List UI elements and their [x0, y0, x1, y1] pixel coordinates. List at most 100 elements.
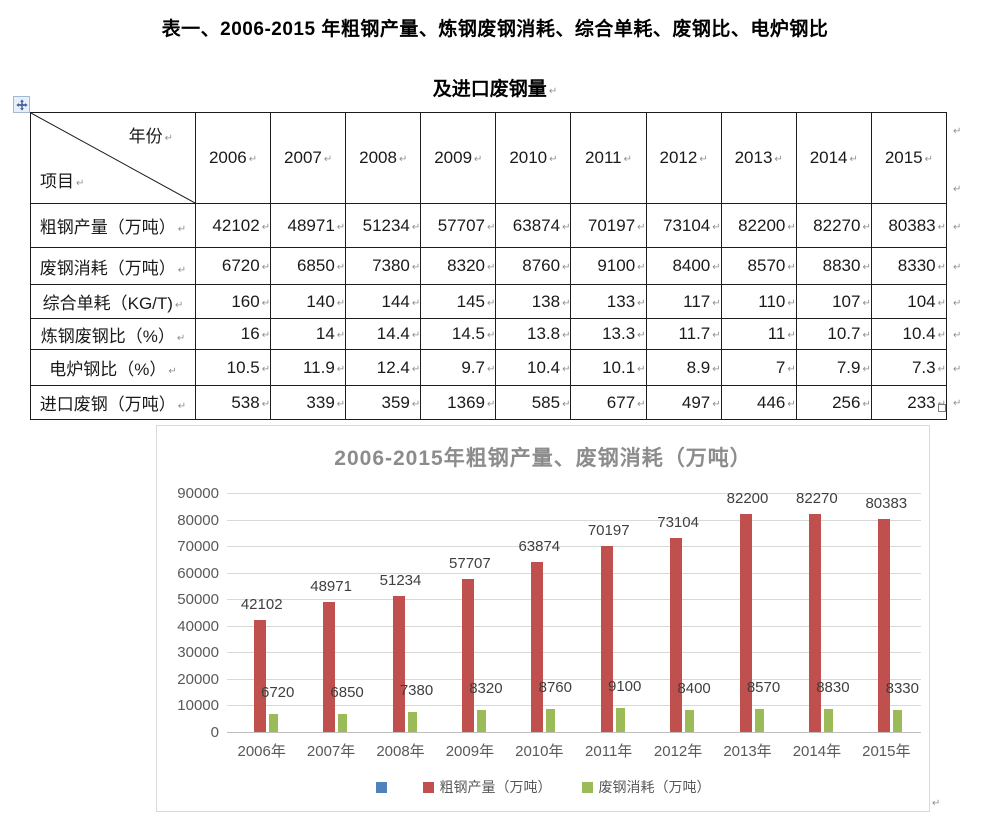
- value-cell[interactable]: 9100 ↵: [570, 247, 647, 285]
- table-move-handle[interactable]: [13, 96, 30, 113]
- bar-crude-steel[interactable]: [808, 513, 821, 732]
- legend-item[interactable]: 粗钢产量（万吨）: [422, 777, 552, 797]
- year-header-cell[interactable]: 2014 ↵: [795, 112, 872, 204]
- bar-crude-steel[interactable]: [461, 578, 474, 732]
- bar-crude-steel[interactable]: [323, 601, 336, 732]
- bar-crude-steel[interactable]: [531, 562, 544, 732]
- value-cell[interactable]: 13.3 ↵: [570, 318, 647, 350]
- year-header-cell[interactable]: 2011 ↵: [570, 112, 647, 204]
- value-cell[interactable]: 80383 ↵: [870, 203, 948, 248]
- value-cell[interactable]: 497 ↵: [645, 385, 722, 420]
- value-cell[interactable]: 8.9 ↵: [645, 349, 722, 386]
- row-label-cell[interactable]: 炼钢废钢比（%） ↵: [30, 318, 196, 350]
- year-header-cell[interactable]: 2013 ↵: [720, 112, 797, 204]
- value-cell[interactable]: 13.8 ↵: [495, 318, 572, 350]
- legend-item[interactable]: [375, 781, 387, 793]
- value-cell[interactable]: 160 ↵: [194, 284, 272, 319]
- value-cell[interactable]: 9.7 ↵: [420, 349, 497, 386]
- value-cell[interactable]: 10.4 ↵: [495, 349, 572, 386]
- value-cell[interactable]: 51234 ↵: [345, 203, 422, 248]
- value-cell[interactable]: 11.7 ↵: [645, 318, 722, 350]
- value-cell[interactable]: 446 ↵: [720, 385, 797, 420]
- value-cell[interactable]: 10.7 ↵: [795, 318, 872, 350]
- value-cell[interactable]: 8760 ↵: [495, 247, 572, 285]
- bar-scrap-consumption[interactable]: [407, 712, 417, 732]
- year-header-cell[interactable]: 2015 ↵: [870, 112, 948, 204]
- value-cell[interactable]: 16 ↵: [194, 318, 272, 350]
- value-cell[interactable]: 133 ↵: [570, 284, 647, 319]
- value-cell[interactable]: 8320 ↵: [420, 247, 497, 285]
- year-header-cell[interactable]: 2007 ↵: [270, 112, 347, 204]
- value-cell[interactable]: 339 ↵: [270, 385, 347, 420]
- value-cell[interactable]: 6720 ↵: [194, 247, 272, 285]
- value-cell[interactable]: 63874 ↵: [495, 203, 572, 248]
- bar-scrap-consumption[interactable]: [546, 708, 556, 732]
- value-cell[interactable]: 256 ↵: [795, 385, 872, 420]
- value-cell[interactable]: 11.9 ↵: [270, 349, 347, 386]
- value-cell[interactable]: 7.9 ↵: [795, 349, 872, 386]
- value-cell[interactable]: 7 ↵: [720, 349, 797, 386]
- value-cell[interactable]: 7.3 ↵: [870, 349, 948, 386]
- bar-crude-steel[interactable]: [739, 513, 752, 732]
- value-cell[interactable]: 233↵: [870, 385, 948, 420]
- bar-crude-steel[interactable]: [253, 620, 266, 732]
- value-cell[interactable]: 8330 ↵: [870, 247, 948, 285]
- row-label-cell[interactable]: 进口废钢（万吨） ↵: [30, 385, 196, 420]
- bar-scrap-consumption[interactable]: [615, 707, 625, 732]
- bar-scrap-consumption[interactable]: [893, 709, 903, 732]
- bar-crude-steel[interactable]: [392, 595, 405, 732]
- value-cell[interactable]: 144 ↵: [345, 284, 422, 319]
- value-cell[interactable]: 14.4 ↵: [345, 318, 422, 350]
- row-label-cell[interactable]: 电炉钢比（%） ↵: [30, 349, 196, 386]
- value-cell[interactable]: 10.5 ↵: [194, 349, 272, 386]
- row-label-cell[interactable]: 粗钢产量（万吨） ↵: [30, 203, 196, 248]
- value-cell[interactable]: 8400 ↵: [645, 247, 722, 285]
- corner-header-cell[interactable]: 年份 ↵ 项目 ↵: [30, 112, 196, 204]
- year-header-cell[interactable]: 2012 ↵: [645, 112, 722, 204]
- value-cell[interactable]: 57707 ↵: [420, 203, 497, 248]
- value-cell[interactable]: 110 ↵: [720, 284, 797, 319]
- year-header-cell[interactable]: 2008 ↵: [345, 112, 422, 204]
- value-cell[interactable]: 82200 ↵: [720, 203, 797, 248]
- value-cell[interactable]: 73104 ↵: [645, 203, 722, 248]
- legend-item[interactable]: 废钢消耗（万吨）: [581, 777, 711, 797]
- value-cell[interactable]: 10.4 ↵: [870, 318, 948, 350]
- value-cell[interactable]: 11 ↵: [720, 318, 797, 350]
- value-cell[interactable]: 117 ↵: [645, 284, 722, 319]
- bar-scrap-consumption[interactable]: [754, 709, 764, 732]
- year-header-cell[interactable]: 2006 ↵: [194, 112, 272, 204]
- value-cell[interactable]: 145 ↵: [420, 284, 497, 319]
- value-cell[interactable]: 104 ↵: [870, 284, 948, 319]
- value-cell[interactable]: 12.4 ↵: [345, 349, 422, 386]
- value-cell[interactable]: 107 ↵: [795, 284, 872, 319]
- value-cell[interactable]: 1369 ↵: [420, 385, 497, 420]
- value-cell[interactable]: 70197 ↵: [570, 203, 647, 248]
- row-label-cell[interactable]: 废钢消耗（万吨） ↵: [30, 247, 196, 285]
- value-cell[interactable]: 48971 ↵: [270, 203, 347, 248]
- value-cell[interactable]: 140 ↵: [270, 284, 347, 319]
- year-header-cell[interactable]: 2010 ↵: [495, 112, 572, 204]
- value-cell[interactable]: 14 ↵: [270, 318, 347, 350]
- value-cell[interactable]: 538 ↵: [194, 385, 272, 420]
- bar-crude-steel[interactable]: [878, 518, 891, 732]
- bar-scrap-consumption[interactable]: [338, 713, 348, 732]
- value-cell[interactable]: 10.1 ↵: [570, 349, 647, 386]
- value-cell[interactable]: 8570 ↵: [720, 247, 797, 285]
- value-cell[interactable]: 585 ↵: [495, 385, 572, 420]
- value-cell[interactable]: 677 ↵: [570, 385, 647, 420]
- value-cell[interactable]: 82270 ↵: [795, 203, 872, 248]
- value-cell[interactable]: 138 ↵: [495, 284, 572, 319]
- value-cell[interactable]: 7380 ↵: [345, 247, 422, 285]
- bar-scrap-consumption[interactable]: [823, 708, 833, 732]
- bar-scrap-consumption[interactable]: [268, 714, 278, 732]
- bar-scrap-consumption[interactable]: [476, 709, 486, 732]
- embedded-bar-chart[interactable]: 2006-2015年粗钢产量、废钢消耗（万吨） 0 10000 20000 30000…: [156, 425, 930, 812]
- value-cell[interactable]: 14.5 ↵: [420, 318, 497, 350]
- value-cell[interactable]: 42102 ↵: [194, 203, 272, 248]
- value-cell[interactable]: 8830 ↵: [795, 247, 872, 285]
- bar-crude-steel[interactable]: [600, 545, 613, 732]
- bar-scrap-consumption[interactable]: [685, 709, 695, 732]
- value-cell[interactable]: 6850 ↵: [270, 247, 347, 285]
- value-cell[interactable]: 359 ↵: [345, 385, 422, 420]
- table-resize-handle[interactable]: [938, 404, 946, 412]
